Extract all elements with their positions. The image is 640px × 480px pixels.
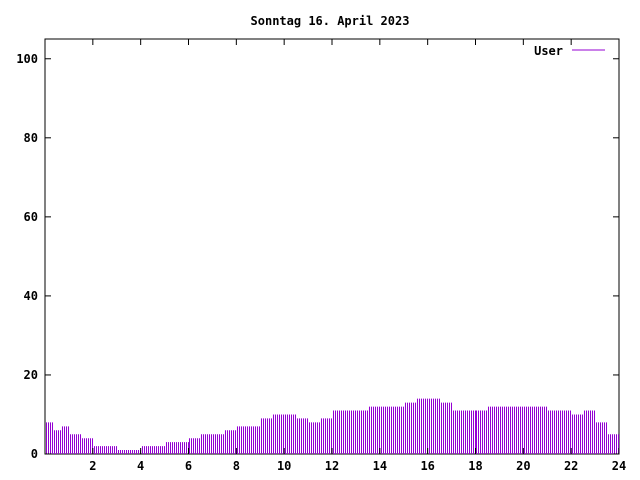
y-tick-label: 100: [16, 52, 38, 66]
plot-frame: [44, 38, 620, 455]
legend: User: [534, 44, 605, 58]
x-tick-label: 18: [468, 459, 482, 473]
user-bars: [46, 398, 619, 454]
x-tick-label: 4: [137, 459, 144, 473]
x-tick-label: 8: [233, 459, 240, 473]
x-tick-label: 10: [277, 459, 291, 473]
x-tick-label: 16: [420, 459, 434, 473]
x-tick-label: 22: [564, 459, 578, 473]
y-tick-label: 20: [24, 368, 38, 382]
x-tick-label: 2: [89, 459, 96, 473]
x-tick-label: 14: [373, 459, 387, 473]
y-tick-label: 60: [24, 210, 38, 224]
x-tick-label: 20: [516, 459, 530, 473]
x-tick-label: 12: [325, 459, 339, 473]
chart-title: Sonntag 16. April 2023: [251, 14, 410, 28]
x-tick-label: 24: [612, 459, 626, 473]
y-tick-label: 0: [31, 447, 38, 461]
x-tick-label: 6: [185, 459, 192, 473]
y-tick-label: 80: [24, 131, 38, 145]
legend-label-user: User: [534, 44, 563, 58]
y-tick-label: 40: [24, 289, 38, 303]
